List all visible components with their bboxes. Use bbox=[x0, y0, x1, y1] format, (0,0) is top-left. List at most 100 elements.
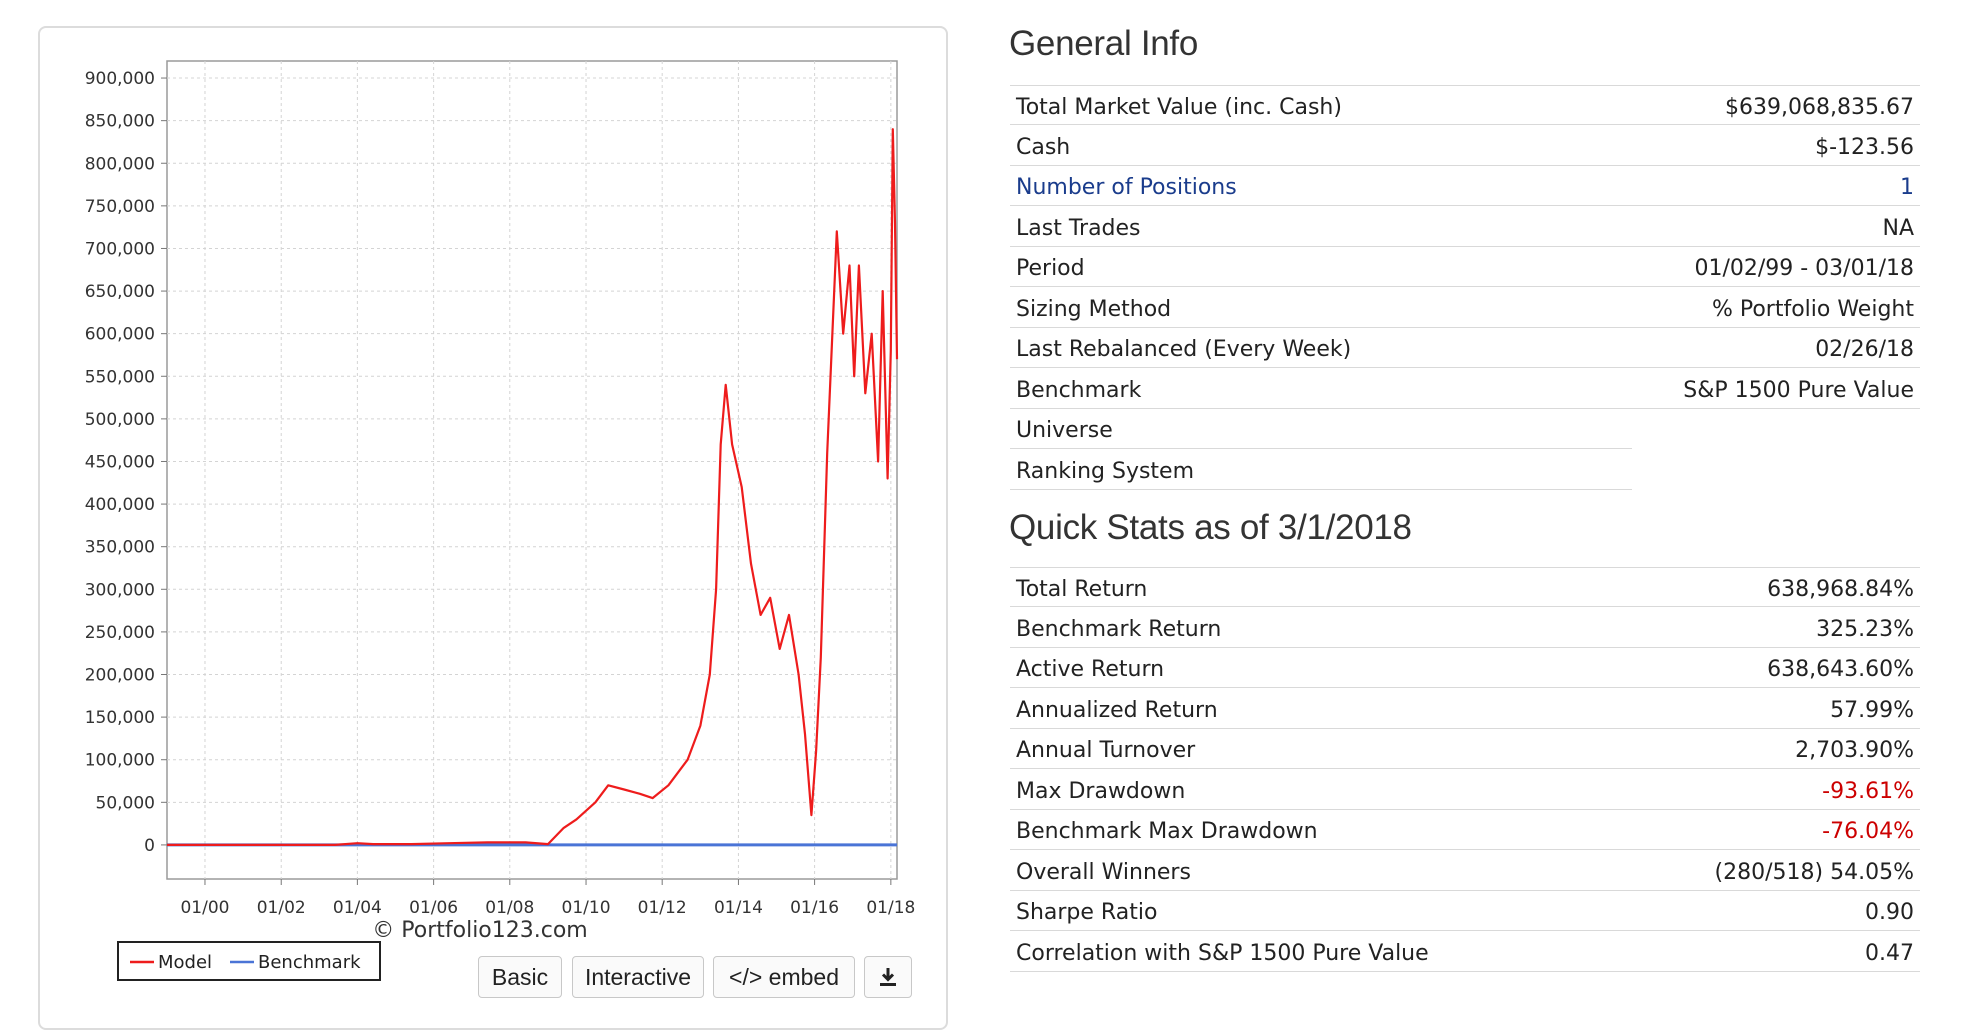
info-row-universe: Universe bbox=[1010, 409, 1632, 449]
info-label: Period bbox=[1016, 256, 1085, 281]
y-tick-label: 300,000 bbox=[85, 580, 155, 600]
info-row-sharpe-ratio: Sharpe Ratio 0.90 bbox=[1010, 891, 1920, 931]
plot-area bbox=[166, 60, 898, 880]
info-row-last-trades: Last Trades NA bbox=[1010, 207, 1920, 247]
info-value: 01/02/99 - 03/01/18 bbox=[1694, 256, 1914, 281]
info-value: 638,643.60% bbox=[1767, 657, 1914, 682]
info-value: -76.04% bbox=[1822, 819, 1914, 844]
performance-chart: 0 50,000 100,000 150,000 200,000 250,000 300,0… bbox=[85, 60, 915, 981]
y-tick-label: 600,000 bbox=[85, 325, 155, 345]
download-icon bbox=[880, 968, 896, 986]
info-label: Overall Winners bbox=[1016, 859, 1191, 885]
y-tick-label: 800,000 bbox=[85, 154, 155, 174]
chart-legend: Model Benchmark bbox=[117, 941, 381, 981]
x-tick-label: 01/04 bbox=[333, 898, 382, 918]
y-tick-label: 350,000 bbox=[85, 538, 155, 558]
y-tick-label: 700,000 bbox=[85, 239, 155, 259]
info-label: Correlation with S&P 1500 Pure Value bbox=[1016, 940, 1429, 966]
download-button[interactable] bbox=[864, 956, 912, 998]
info-value: 325.23% bbox=[1816, 616, 1914, 642]
info-row-max-drawdown: Max Drawdown -93.61% bbox=[1010, 770, 1920, 810]
y-tick-label: 400,000 bbox=[85, 495, 155, 515]
y-tick-label: 100,000 bbox=[85, 751, 155, 771]
info-row-benchmark-return: Benchmark Return 325.23% bbox=[1010, 608, 1920, 648]
info-label: Total Return bbox=[1016, 577, 1148, 602]
info-value: 2,703.90% bbox=[1795, 738, 1914, 763]
info-value: -93.61% bbox=[1822, 778, 1914, 804]
embed-button[interactable]: </> embed bbox=[713, 956, 855, 998]
info-value: 0.47 bbox=[1865, 940, 1914, 966]
y-tick-label: 450,000 bbox=[85, 452, 155, 472]
y-axis: 0 50,000 100,000 150,000 200,000 250,000 300,0… bbox=[85, 69, 167, 856]
info-row-total-market-value-inc-cash: Total Market Value (inc. Cash) $639,068,8… bbox=[1010, 85, 1920, 125]
info-value: 638,968.84% bbox=[1767, 577, 1914, 602]
info-value: $-123.56 bbox=[1815, 134, 1914, 160]
info-label: Benchmark bbox=[1016, 377, 1142, 403]
info-row-ranking-system: Ranking System bbox=[1010, 450, 1632, 490]
info-value: $639,068,835.67 bbox=[1725, 95, 1914, 120]
info-value: 0.90 bbox=[1865, 900, 1914, 925]
info-label: Sharpe Ratio bbox=[1016, 900, 1158, 925]
x-tick-label: 01/18 bbox=[866, 898, 915, 918]
y-tick-label: 150,000 bbox=[85, 708, 155, 728]
y-tick-label: 550,000 bbox=[85, 367, 155, 387]
info-row-last-rebalanced-every-week: Last Rebalanced (Every Week) 02/26/18 bbox=[1010, 328, 1920, 368]
x-axis: 01/00 01/02 01/04 01/06 01/08 01/10 01/12 01/14… bbox=[180, 879, 915, 918]
grid-lines bbox=[167, 61, 897, 879]
chart-watermark: © Portfolio123.com bbox=[372, 918, 587, 943]
info-row-overall-winners: Overall Winners (280/518) 54.05% bbox=[1010, 851, 1920, 891]
info-label: Annualized Return bbox=[1016, 697, 1218, 723]
x-tick-label: 01/14 bbox=[714, 898, 763, 918]
info-label[interactable]: Number of Positions bbox=[1016, 175, 1237, 200]
y-tick-label: 750,000 bbox=[85, 197, 155, 217]
info-label: Active Return bbox=[1016, 657, 1165, 682]
info-value: % Portfolio Weight bbox=[1711, 296, 1914, 322]
info-value: 1 bbox=[1900, 175, 1914, 200]
basic-chart-button[interactable]: Basic bbox=[478, 956, 562, 998]
info-value: 57.99% bbox=[1830, 697, 1914, 723]
series-lines bbox=[167, 128, 899, 847]
info-row-benchmark: Benchmark S&P 1500 Pure Value bbox=[1010, 369, 1920, 409]
x-tick-label: 01/10 bbox=[562, 898, 611, 918]
x-tick-label: 01/02 bbox=[257, 898, 306, 918]
x-tick-label: 01/16 bbox=[790, 898, 839, 918]
y-tick-label: 50,000 bbox=[96, 793, 155, 813]
info-label: Universe bbox=[1016, 418, 1113, 443]
info-value: S&P 1500 Pure Value bbox=[1683, 377, 1914, 403]
info-label: Total Market Value (inc. Cash) bbox=[1016, 95, 1342, 120]
info-label: Sizing Method bbox=[1016, 296, 1172, 322]
series-line-model bbox=[167, 128, 899, 847]
x-tick-label: 01/08 bbox=[485, 898, 534, 918]
info-value: 02/26/18 bbox=[1815, 337, 1914, 362]
quick-stats-title: Quick Stats as of 3/1/2018 bbox=[1009, 508, 1412, 547]
legend-benchmark-label: Benchmark bbox=[258, 952, 361, 973]
info-row-annual-turnover: Annual Turnover 2,703.90% bbox=[1010, 729, 1920, 769]
interactive-chart-button[interactable]: Interactive bbox=[572, 956, 704, 998]
info-label: Cash bbox=[1016, 134, 1071, 160]
y-tick-label: 200,000 bbox=[85, 666, 155, 686]
general-info-title: General Info bbox=[1009, 24, 1199, 63]
info-row-active-return: Active Return 638,643.60% bbox=[1010, 648, 1920, 688]
y-tick-label: 900,000 bbox=[85, 69, 155, 89]
y-tick-label: 250,000 bbox=[85, 623, 155, 643]
y-tick-label: 650,000 bbox=[85, 282, 155, 302]
x-tick-label: 01/12 bbox=[638, 898, 687, 918]
info-row-cash: Cash $-123.56 bbox=[1010, 126, 1920, 166]
y-tick-label: 500,000 bbox=[85, 410, 155, 430]
info-row-total-return: Total Return 638,968.84% bbox=[1010, 567, 1920, 607]
y-tick-label: 0 bbox=[144, 836, 155, 856]
info-row-sizing-method: Sizing Method % Portfolio Weight bbox=[1010, 288, 1920, 328]
info-row-number-of-positions[interactable]: Number of Positions 1 bbox=[1010, 166, 1920, 206]
info-label: Benchmark Return bbox=[1016, 616, 1222, 642]
info-row-correlation-with-s-p-1500-pure-value: Correlation with S&P 1500 Pure Value 0.47 bbox=[1010, 932, 1920, 972]
info-value: (280/518) 54.05% bbox=[1714, 859, 1914, 885]
y-tick-label: 850,000 bbox=[85, 112, 155, 132]
x-tick-label: 01/06 bbox=[409, 898, 458, 918]
performance-chart-panel: 0 50,000 100,000 150,000 200,000 250,000 300,0… bbox=[38, 26, 948, 1030]
info-value: NA bbox=[1882, 215, 1914, 241]
legend-model-label: Model bbox=[158, 952, 212, 973]
info-label: Last Rebalanced (Every Week) bbox=[1016, 337, 1352, 362]
info-row-annualized-return: Annualized Return 57.99% bbox=[1010, 689, 1920, 729]
info-row-benchmark-max-drawdown: Benchmark Max Drawdown -76.04% bbox=[1010, 810, 1920, 850]
x-tick-label: 01/00 bbox=[180, 898, 229, 918]
